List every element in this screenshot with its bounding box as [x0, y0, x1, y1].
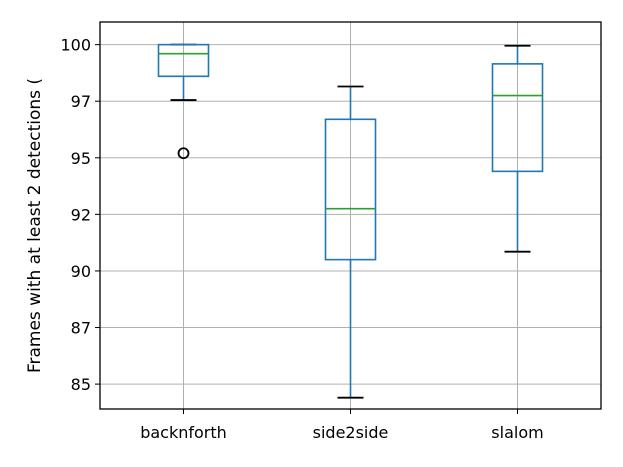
iqr-box: [491, 63, 544, 173]
x-axis-ticks: backnforth side2side slalom: [140, 409, 544, 442]
outlier-point: [177, 147, 190, 160]
x-tick-label: slalom: [491, 423, 543, 442]
y-tick-label: 85: [71, 375, 91, 394]
box-backnforth: [157, 43, 210, 160]
x-tick-label: side2side: [313, 423, 389, 442]
y-tick-label: 100: [60, 36, 91, 55]
y-tick-label: 90: [71, 262, 91, 281]
y-tick-label: 95: [71, 149, 91, 168]
x-tick-label: backnforth: [140, 423, 227, 442]
y-axis-ticks: 85 87 90 92 95 97 100: [60, 36, 100, 394]
iqr-box: [324, 118, 377, 261]
y-tick-label: 87: [71, 319, 91, 338]
y-axis-label: Frames with at least 2 detections (: [25, 78, 45, 373]
y-tick-label: 92: [71, 205, 91, 224]
boxes: [157, 43, 544, 399]
box-side2side: [324, 85, 377, 399]
box-slalom: [491, 44, 544, 253]
iqr-box: [157, 43, 210, 78]
y-tick-label: 97: [71, 92, 91, 111]
